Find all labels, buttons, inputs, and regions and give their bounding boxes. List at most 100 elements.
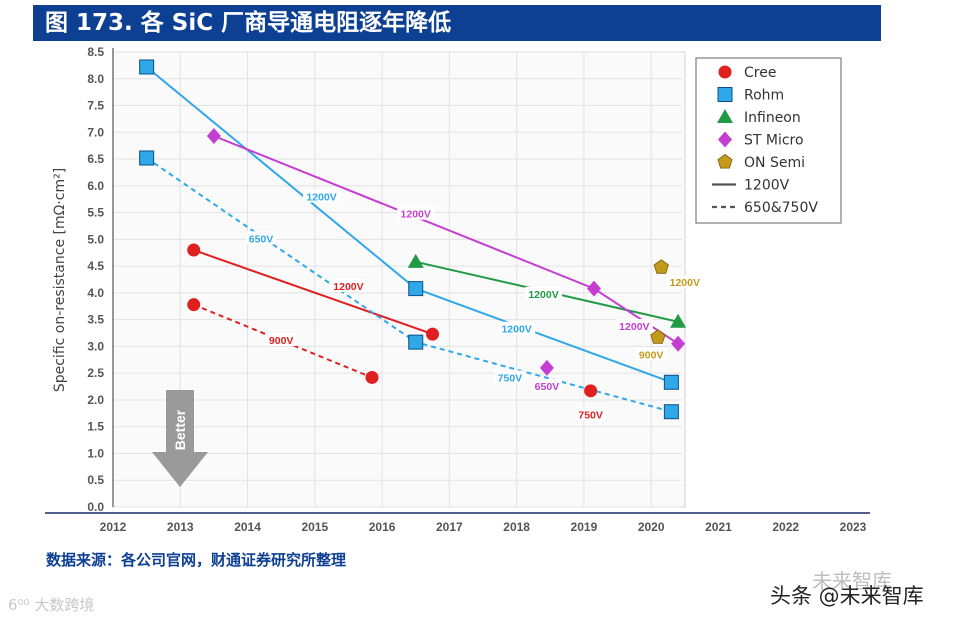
y-tick-label: 1.0 <box>87 446 104 460</box>
x-tick-label: 2013 <box>167 520 194 534</box>
series-label-0: 1200V <box>333 281 363 293</box>
series-label-5: 1200V <box>528 289 558 301</box>
series-label-1-bg <box>265 332 297 346</box>
data-point-9-0 <box>650 329 666 344</box>
series-label-3-0-bg <box>498 321 536 335</box>
better-arrow: Better <box>152 390 208 487</box>
x-tick-label: 2020 <box>638 520 665 534</box>
data-point-1-1 <box>365 370 379 384</box>
series-label-9: 900V <box>639 349 664 361</box>
y-tick-label: 7.0 <box>87 125 104 139</box>
series-label-6-0: 1200V <box>619 321 649 333</box>
watermark-left: 6⁰⁰ 大数跨境 <box>8 596 95 614</box>
y-tick-label: 7.5 <box>87 99 104 113</box>
data-point-4-0 <box>139 150 155 166</box>
y-tick-label: 3.5 <box>87 313 104 327</box>
better-label: Better <box>172 409 188 450</box>
watermark-faint: 未来智库 <box>812 569 892 593</box>
series-label-1: 900V <box>269 335 294 347</box>
series-label-3-0: 1200V <box>501 324 531 336</box>
y-tick-label: 8.0 <box>87 72 104 86</box>
series-label-2: 750V <box>578 409 603 421</box>
series-label-6-bg <box>397 206 435 220</box>
data-point-3-1 <box>408 281 424 297</box>
data-point-6-0 <box>206 128 221 145</box>
legend-label-1: Rohm <box>744 88 784 104</box>
data-point-0-0 <box>187 243 201 257</box>
data-point-3-0 <box>139 59 155 75</box>
data-point-2-0 <box>584 384 598 398</box>
series-label-8: 1200V <box>670 277 700 289</box>
y-tick-label: 0.5 <box>87 473 104 487</box>
legend-marker-4 <box>717 154 733 169</box>
data-point-8-0 <box>653 259 669 274</box>
legend-label-6: 650&750V <box>744 200 818 216</box>
data-point-5-0 <box>407 253 424 268</box>
y-tick-label: 2.5 <box>87 366 104 380</box>
legend-label-3: ST Micro <box>744 133 804 149</box>
series-label-0-bg <box>329 278 367 292</box>
data-point-4-2 <box>663 404 679 420</box>
y-tick-label: 4.5 <box>87 259 104 273</box>
legend-marker-3 <box>718 131 732 148</box>
series-label-4: 650V <box>249 233 274 245</box>
data-point-3-2 <box>663 374 679 390</box>
y-tick-label: 6.5 <box>87 152 104 166</box>
x-tick-label: 2023 <box>840 520 867 534</box>
x-tick-label: 2021 <box>705 520 732 534</box>
legend-label-5: 1200V <box>744 178 790 194</box>
legend-marker-0 <box>718 65 732 79</box>
y-tick-label: 1.5 <box>87 420 104 434</box>
legend-marker-2 <box>717 109 733 123</box>
series-label-4-0: 750V <box>498 372 523 384</box>
series-label-7: 650V <box>535 381 560 393</box>
y-tick-label: 2.0 <box>87 393 104 407</box>
data-point-6-1 <box>587 280 601 297</box>
series-label-3: 1200V <box>306 192 336 204</box>
data-point-0-1 <box>426 327 440 341</box>
data-point-5-1 <box>670 313 687 328</box>
chart: 0.0 0.5 1.0 1.5 2.0 2.5 3.0 3.5 4.0 4.5 5.0 5.5 6.0 6… <box>45 45 870 534</box>
series-label-6-0-bg <box>615 319 653 333</box>
data-point-6-2 <box>671 335 686 352</box>
series-label-8-bg <box>666 275 704 289</box>
title-banner: 图 173. 各 SiC 厂商导通电阻逐年降低 <box>33 5 881 41</box>
data-source-note: 数据来源：各公司官网，财通证券研究所整理 <box>46 551 347 569</box>
x-tick-label: 2016 <box>369 520 396 534</box>
series-label-2-bg <box>575 407 606 421</box>
series-label-3-bg <box>303 189 341 203</box>
y-tick-label: 6.0 <box>87 179 104 193</box>
series-label-5-bg <box>525 286 563 300</box>
y-tick-label: 3.0 <box>87 339 104 353</box>
data-point-4-1 <box>408 334 424 350</box>
legend-label-2: Infineon <box>744 110 801 126</box>
series-label-6: 1200V <box>401 209 431 221</box>
x-tick-label: 2018 <box>503 520 530 534</box>
watermark-right: 头条 @未来智库 <box>770 584 924 608</box>
better-arrow-shape <box>152 390 208 487</box>
series-label-9-bg <box>635 347 667 361</box>
series-label-7-bg <box>531 379 563 393</box>
y-tick-label: 4.0 <box>87 286 104 300</box>
series-label-4-0-bg <box>494 370 526 384</box>
page-title: 图 173. 各 SiC 厂商导通电阻逐年降低 <box>45 10 452 36</box>
y-tick-label: 8.5 <box>87 45 104 59</box>
data-point-7-0 <box>539 359 554 376</box>
legend: Cree Rohm Infineon ST Micro ON Semi 1200V 650&… <box>695 57 842 224</box>
legend-marker-1 <box>717 87 733 102</box>
x-tick-label: 2014 <box>234 520 261 534</box>
x-tick-label: 2017 <box>436 520 463 534</box>
legend-label-4: ON Semi <box>744 155 805 171</box>
x-tick-label: 2012 <box>100 520 127 534</box>
data-point-1-0 <box>187 298 201 312</box>
legend-label-0: Cree <box>744 65 776 81</box>
plot-area <box>112 51 686 508</box>
series-line-0 <box>193 249 433 336</box>
y-axis-label: Specific on-resistance [mΩ·cm²] <box>52 168 68 392</box>
y-tick-label: 5.5 <box>87 206 104 220</box>
x-tick-label: 2015 <box>301 520 328 534</box>
x-tick-label: 2022 <box>772 520 799 534</box>
y-tick-label: 0.0 <box>87 500 104 514</box>
x-tick-label: 2019 <box>571 520 598 534</box>
y-tick-label: 5.0 <box>87 232 104 246</box>
